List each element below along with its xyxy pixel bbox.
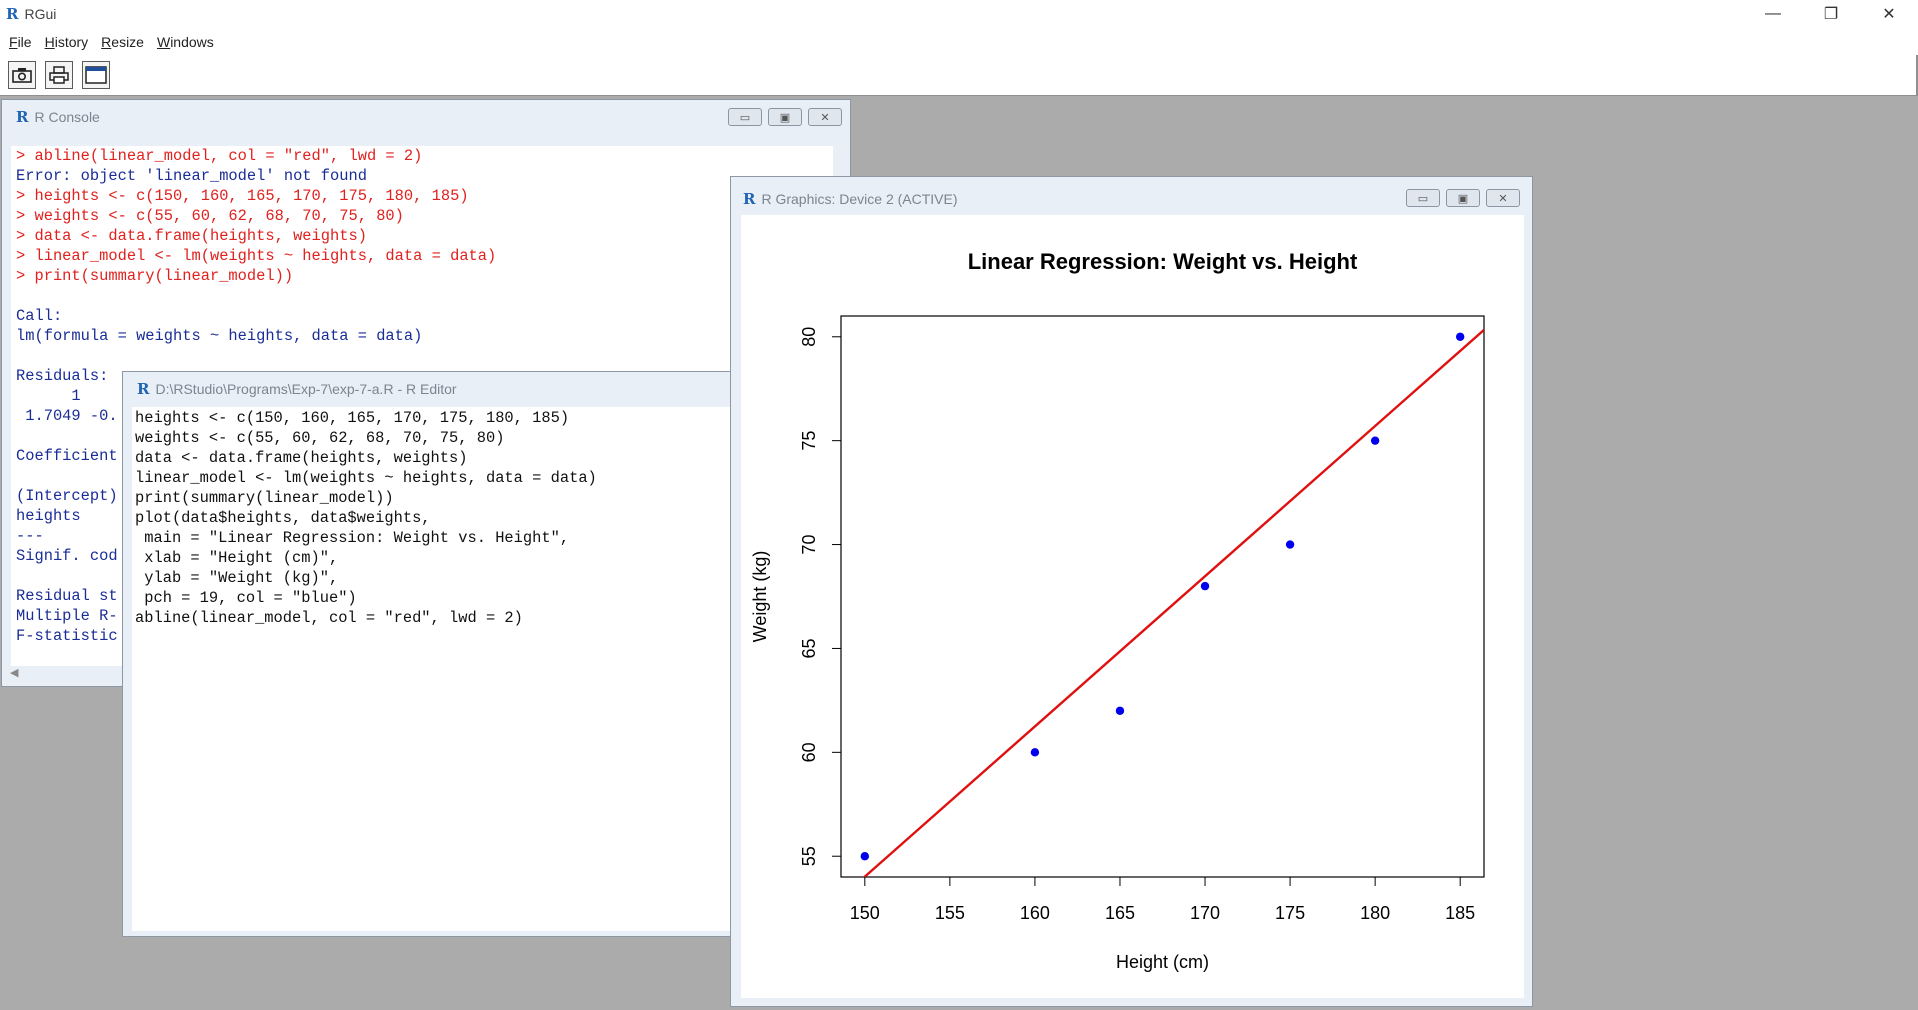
x-tick-label: 160 [1020,903,1050,923]
y-tick-label: 70 [799,535,819,555]
r-editor-caption: R D:\RStudio\Programs\Exp-7\exp-7-a.R - … [123,372,761,406]
console-line: > abline(linear_model, col = "red", lwd … [16,147,423,165]
x-tick-label: 175 [1275,903,1305,923]
y-tick-label: 80 [799,327,819,347]
menu-file[interactable]: File [9,33,32,50]
editor-line: print(summary(linear_model)) [135,489,394,507]
console-button[interactable] [82,61,110,89]
menu-windows[interactable]: Windows [156,33,214,50]
menu-resize[interactable]: Resize [101,33,144,50]
data-point [1285,540,1295,549]
console-close-button[interactable]: ✕ [808,108,842,126]
console-line: Coefficient [16,447,118,465]
console-line: Call: [16,307,63,325]
data-point [1370,436,1380,445]
editor-line: data <- data.frame(heights, weights) [135,449,468,467]
r-graphics-title: R Graphics: Device 2 (ACTIVE) [761,191,958,207]
minimize-button[interactable]: — [1765,5,1781,22]
menu-bar: File History Resize Windows [0,28,1918,55]
r-graphics-caption: R R Graphics: Device 2 (ACTIVE) ▭ ▣ ✕ [731,177,1532,221]
data-point [1200,581,1210,591]
x-axis-label: Height (cm) [1116,952,1209,972]
editor-line: weights <- c(55, 60, 62, 68, 70, 75, 80) [135,429,505,447]
console-line: Residual st [16,587,118,605]
r-console-caption: R R Console ▭ ▣ ✕ [2,100,850,134]
console-line: > data <- data.frame(heights, weights) [16,227,367,245]
console-line: 1 [16,387,81,405]
editor-text-area[interactable]: heights <- c(150, 160, 165, 170, 175, 18… [132,407,758,931]
editor-line: heights <- c(150, 160, 165, 170, 175, 18… [135,409,570,427]
r-graphics-window: R R Graphics: Device 2 (ACTIVE) ▭ ▣ ✕ Li… [730,176,1533,1007]
r-console-title: R Console [34,109,100,125]
chart-title: Linear Regression: Weight vs. Height [968,249,1358,274]
close-button[interactable]: ✕ [1882,6,1896,23]
data-point [1455,332,1465,341]
y-tick-label: 75 [799,431,819,451]
x-tick-label: 185 [1445,903,1475,923]
console-line: lm(formula = weights ~ heights, data = d… [16,327,423,345]
console-line [16,286,828,306]
graphics-canvas: Linear Regression: Weight vs. Height 150 1… [741,215,1524,998]
data-point [860,852,870,861]
copy-paste-icon [12,68,32,83]
console-icon [85,66,107,84]
console-line: --- [16,527,44,545]
copy-paste-button[interactable] [8,61,36,89]
x-tick-label: 180 [1360,903,1390,923]
app-titlebar: R RGui — ❐ ✕ [0,0,1918,28]
console-scroll-left-icon[interactable]: ◀ [10,667,19,679]
console-line: > print(summary(linear_model)) [16,267,294,285]
plot-frame [840,315,1485,878]
x-tick-label: 170 [1190,903,1220,923]
editor-line: main = "Linear Regression: Weight vs. He… [135,529,570,547]
menu-history[interactable]: History [44,33,89,50]
toolbar [0,55,1918,96]
scatter-plot: Linear Regression: Weight vs. Height 150 1… [750,249,1485,972]
regression-line [862,328,1484,877]
console-line: F-statistic [16,627,118,645]
console-line: > heights <- c(150, 160, 165, 170, 175, … [16,187,469,205]
y-tick-label: 65 [799,638,819,658]
r-editor-title: D:\RStudio\Programs\Exp-7\exp-7-a.R - R … [155,381,457,397]
graphics-maximize-button[interactable]: ▣ [1446,189,1480,207]
console-line: Multiple R- [16,607,118,625]
editor-line: plot(data$heights, data$weights, [135,509,431,527]
console-line: heights [16,507,81,525]
data-point [1115,706,1125,715]
print-icon [49,66,69,84]
x-tick-label: 155 [935,903,965,923]
console-line: Signif. cod [16,547,118,565]
r-logo-icon: R [12,107,33,126]
r-logo-icon: R [2,4,23,23]
y-axis-label: Weight (kg) [750,551,770,643]
console-line: > linear_model <- lm(weights ~ heights, … [16,247,497,265]
console-line: > weights <- c(55, 60, 62, 68, 70, 75, 8… [16,207,404,225]
console-line: Error: object 'linear_model' not found [16,167,367,185]
editor-line: ylab = "Weight (kg)", [135,569,339,587]
restore-button[interactable]: ❐ [1823,6,1839,23]
y-tick-label: 55 [799,846,819,866]
app-title: RGui [24,6,57,22]
r-logo-icon: R [739,189,760,208]
console-minimize-button[interactable]: ▭ [728,108,762,126]
console-line: 1.7049 -0. [16,407,118,425]
console-line: Residuals: [16,367,109,385]
x-tick-label: 165 [1105,903,1135,923]
console-maximize-button[interactable]: ▣ [768,108,802,126]
r-editor-window: R D:\RStudio\Programs\Exp-7\exp-7-a.R - … [122,371,762,937]
console-line [16,346,828,366]
x-tick-label: 150 [850,903,880,923]
data-point [1030,748,1040,757]
editor-line: xlab = "Height (cm)", [135,549,339,567]
graphics-close-button[interactable]: ✕ [1486,189,1520,207]
y-tick-label: 60 [799,742,819,762]
editor-line: pch = 19, col = "blue") [135,589,357,607]
r-logo-icon: R [133,379,154,398]
editor-line: linear_model <- lm(weights ~ heights, da… [135,469,597,487]
console-line: (Intercept) [16,487,118,505]
print-button[interactable] [45,61,73,89]
graphics-minimize-button[interactable]: ▭ [1406,189,1440,207]
editor-line: abline(linear_model, col = "red", lwd = … [135,609,523,627]
